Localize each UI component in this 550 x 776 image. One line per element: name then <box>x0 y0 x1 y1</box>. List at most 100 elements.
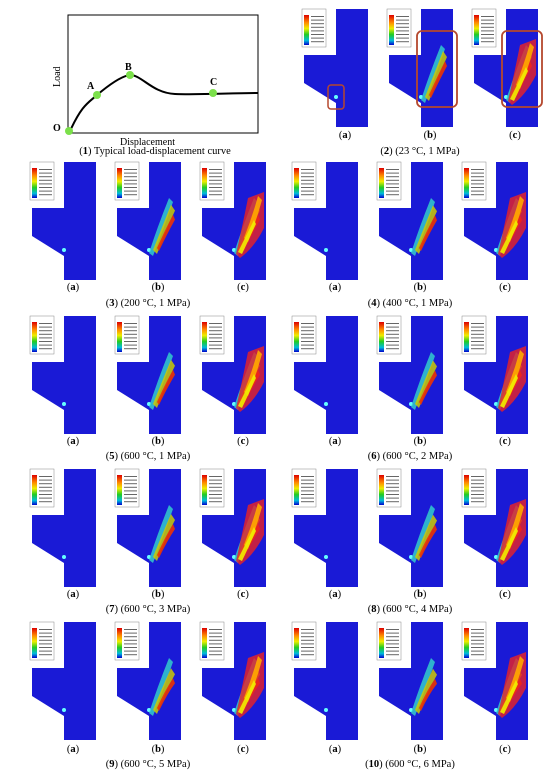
specimen-contour-1_1 <box>114 161 181 280</box>
caption-8-cond: (600 °C, 4 MPa) <box>380 604 453 615</box>
group-7-sublabel-c: (c) <box>237 589 249 600</box>
caption-7-num: 7 <box>109 604 115 615</box>
group-8-panel-b <box>375 465 455 590</box>
point-O-label: O <box>53 123 61 134</box>
caption-10: (10) (600 °C, 6 MPa) <box>365 759 455 770</box>
group-8-sublabel-b: (b) <box>413 589 427 600</box>
group-4-panel-b <box>375 158 455 283</box>
group-9-sublabel-b: (b) <box>151 744 165 755</box>
point-A-label: A <box>87 81 95 92</box>
caption-1: (1) Typical load-displacement curve <box>79 146 231 157</box>
group-8-sublabel-a: (a) <box>328 589 342 600</box>
group-4-sublabel-a: (a) <box>328 282 342 293</box>
group-10-sublabel-c: (c) <box>499 744 511 755</box>
group-2-panel-c <box>470 5 550 130</box>
group-4-sublabel-c: (c) <box>499 282 511 293</box>
group-5-sublabel-c: (c) <box>237 436 249 447</box>
caption-6: (6) (600 °C, 2 MPa) <box>367 451 453 462</box>
group-6-sublabel-b: (b) <box>413 436 427 447</box>
point-C-marker <box>209 89 217 97</box>
group-5-sublabel-b: (b) <box>151 436 165 447</box>
group-4-panel-a <box>290 158 370 283</box>
group-10-panel-b <box>375 618 455 743</box>
caption-10-cond: (600 °C, 6 MPa) <box>382 759 455 770</box>
point-C-label: C <box>210 77 217 88</box>
x-axis-label: Displacement <box>120 137 175 148</box>
specimen-contour-5_1 <box>114 468 181 587</box>
caption-4-cond: (400 °C, 1 MPa) <box>380 298 453 309</box>
caption-3-num: 3 <box>109 298 115 309</box>
group-3-sublabel-b: (b) <box>151 282 165 293</box>
group-10-sublabel-a: (a) <box>328 744 342 755</box>
load-displacement-chart: O A B C Displacement Load <box>52 14 259 148</box>
group-7-panel-a <box>28 465 108 590</box>
point-B-marker <box>126 71 134 79</box>
caption-5-num: 5 <box>109 451 115 462</box>
group-8-sublabel-c: (c) <box>499 589 511 600</box>
group-7-panel-b <box>113 465 193 590</box>
group-5-sublabel-a: (a) <box>66 436 80 447</box>
group-9-sublabel-c: (c) <box>237 744 249 755</box>
specimen-contour-2_2 <box>461 161 528 280</box>
caption-1-text: Typical load-displacement curve <box>91 146 231 157</box>
group-5-panel-c <box>198 312 278 437</box>
group-3-sublabel-c: (c) <box>237 282 249 293</box>
group-6-panel-a <box>290 312 370 437</box>
specimen-contour-2_1 <box>376 161 443 280</box>
caption-7: (7) (600 °C, 3 MPa) <box>105 604 191 615</box>
specimen-contour-6_2 <box>461 468 528 587</box>
specimen-contour-5_2 <box>199 468 266 587</box>
specimen-contour-7_1 <box>114 621 181 740</box>
group-8-panel-a <box>290 465 370 590</box>
group-2-sublabel-a: (a) <box>338 130 352 141</box>
group-3-panel-b <box>113 158 193 283</box>
caption-2: (2) (23 °C, 1 MPa) <box>380 146 460 157</box>
group-3-panel-a <box>28 158 108 283</box>
specimen-contour-1_2 <box>199 161 266 280</box>
group-9-sublabel-a: (a) <box>66 744 80 755</box>
group-4-panel-c <box>460 158 540 283</box>
group-4-sublabel-b: (b) <box>413 282 427 293</box>
point-O-marker <box>65 127 73 135</box>
group-7-panel-c <box>198 465 278 590</box>
caption-3: (3) (200 °C, 1 MPa) <box>105 298 191 309</box>
group-2-panel-b <box>385 5 465 130</box>
group-10-panel-c <box>460 618 540 743</box>
specimen-contour-0_2 <box>471 8 543 127</box>
caption-9: (9) (600 °C, 5 MPa) <box>105 759 191 770</box>
point-A-marker <box>93 91 101 99</box>
caption-4-num: 4 <box>371 298 377 309</box>
specimen-contour-4_1 <box>376 315 443 434</box>
group-7-sublabel-a: (a) <box>66 589 80 600</box>
specimen-contour-5_0 <box>29 468 96 587</box>
specimen-contour-1_0 <box>29 161 96 280</box>
group-9-panel-c <box>198 618 278 743</box>
specimen-contour-8_1 <box>376 621 443 740</box>
caption-2-cond: (23 °C, 1 MPa) <box>392 146 460 157</box>
caption-4: (4) (400 °C, 1 MPa) <box>367 298 453 309</box>
caption-8-num: 8 <box>371 604 377 615</box>
group-10-sublabel-b: (b) <box>413 744 427 755</box>
specimen-contour-2_0 <box>291 161 358 280</box>
group-2-sublabel-b: (b) <box>423 130 437 141</box>
specimen-contour-8_0 <box>291 621 358 740</box>
specimen-contour-3_0 <box>29 315 96 434</box>
group-3-panel-c <box>198 158 278 283</box>
specimen-contour-4_2 <box>461 315 528 434</box>
caption-7-cond: (600 °C, 3 MPa) <box>118 604 191 615</box>
caption-3-cond: (200 °C, 1 MPa) <box>118 298 191 309</box>
specimen-contour-0_1 <box>386 8 458 127</box>
group-6-sublabel-c: (c) <box>499 436 511 447</box>
group-8-panel-c <box>460 465 540 590</box>
caption-1-num: 1 <box>82 146 88 157</box>
specimen-contour-3_2 <box>199 315 266 434</box>
group-10-panel-a <box>290 618 370 743</box>
specimen-contour-7_0 <box>29 621 96 740</box>
group-6-panel-c <box>460 312 540 437</box>
caption-9-cond: (600 °C, 5 MPa) <box>118 759 191 770</box>
specimen-contour-6_1 <box>376 468 443 587</box>
group-9-panel-a <box>28 618 108 743</box>
y-axis-label: Load <box>52 66 63 87</box>
specimen-contour-8_2 <box>461 621 528 740</box>
group-2-sublabel-c: (c) <box>509 130 521 141</box>
